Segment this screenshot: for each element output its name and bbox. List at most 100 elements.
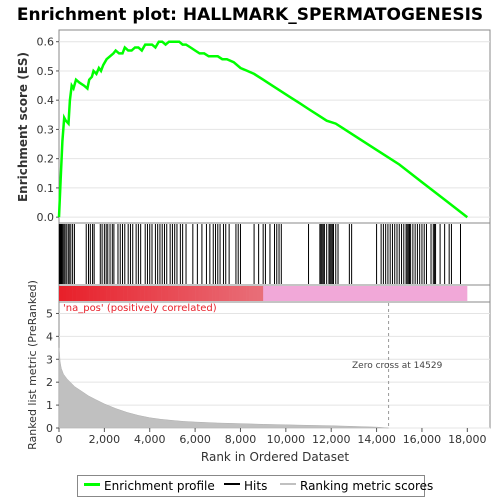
x-tick-label: 4,000: [134, 433, 166, 446]
metric-y-tick-label: 2: [46, 376, 53, 389]
color-bar-segment-positive: [157, 286, 162, 301]
metric-y-tick-label: 5: [46, 307, 53, 320]
color-bar-segment-positive: [229, 286, 233, 301]
color-bar-segment-positive: [225, 286, 230, 301]
color-bar-segment-positive: [195, 286, 199, 301]
rank-color-bar: [59, 286, 468, 301]
es-panel-frame: [58, 29, 491, 224]
color-bar-segment-positive: [137, 286, 141, 301]
color-bar-segment-positive: [218, 286, 223, 301]
x-tick-label: 2,000: [89, 433, 121, 446]
color-bar-segment-positive: [178, 286, 182, 301]
es-y-tick-label: 0.3: [37, 123, 55, 136]
color-bar-segment-positive: [171, 286, 175, 301]
color-bar-segment-positive: [161, 286, 165, 301]
metric-y-tick-label: 3: [46, 353, 53, 366]
color-bar-segment-positive: [113, 286, 118, 301]
x-tick-label: 14,000: [357, 433, 396, 446]
color-bar-segment-positive: [89, 286, 94, 301]
color-bar-segment-positive: [188, 286, 193, 301]
color-bar-segment-positive: [86, 286, 90, 301]
metric-y-tick-label: 0: [46, 422, 53, 435]
color-bar-segment-positive: [150, 286, 155, 301]
es-y-tick-label: 0.1: [37, 182, 55, 195]
x-tick-label: 8,000: [225, 433, 257, 446]
hits-strip: [58, 224, 462, 284]
positive-correlation-label: 'na_pos' (positively correlated): [63, 303, 217, 314]
color-bar-segment-positive: [120, 286, 124, 301]
color-bar-segment-positive: [259, 286, 264, 301]
metric-x-ticks: 0 2,000 4,000 6,000 8,000 10,000 12,000 14,000 1…: [56, 428, 487, 446]
metric-panel-frame: [58, 301, 491, 429]
color-bar-segment-positive: [62, 286, 67, 301]
x-tick-label: 6,000: [179, 433, 211, 446]
chart-title: Enrichment plot: HALLMARK_SPERMATOGENESI…: [17, 5, 483, 25]
x-tick-label: 10,000: [267, 433, 306, 446]
es-y-tick-label: 0.5: [37, 65, 55, 78]
color-bar-segment-positive: [79, 286, 84, 301]
color-bar-segment-positive: [123, 286, 128, 301]
color-bar-segment-positive: [174, 286, 179, 301]
metric-y-ticks: 0 1 2 3 4 5: [46, 307, 59, 435]
color-bar-segment-positive: [110, 286, 114, 301]
x-tick-label: 16,000: [403, 433, 442, 446]
legend-enrichment-swatch: [84, 483, 100, 486]
color-bar-segment-positive: [239, 286, 244, 301]
color-bar-segment-positive: [198, 286, 203, 301]
color-bar-segment-positive: [167, 286, 172, 301]
color-bar-segment-positive: [59, 286, 63, 301]
color-bar-segment-positive: [246, 286, 250, 301]
color-bar-segment-positive: [242, 286, 247, 301]
enrichment-profile-line: [57, 40, 469, 219]
color-bar-segment-positive: [82, 286, 87, 301]
color-bar-segment-positive: [208, 286, 213, 301]
color-bar-segment-positive: [205, 286, 210, 301]
color-bar-segment-negative: [263, 286, 468, 301]
color-bar-segment-positive: [69, 286, 73, 301]
color-bar-segment-positive: [252, 286, 257, 301]
color-bar-segment-positive: [93, 286, 97, 301]
x-tick-label: 18,000: [448, 433, 487, 446]
color-bar-segment-positive: [184, 286, 189, 301]
legend-hits-label: Hits: [244, 479, 268, 493]
metric-y-tick-label: 1: [46, 399, 53, 412]
color-bar-segment-positive: [76, 286, 80, 301]
es-y-tick-label: 0.0: [37, 211, 55, 224]
color-bar-segment-positive: [72, 286, 77, 301]
es-y-tick-label: 0.6: [37, 36, 55, 49]
color-bar-segment-positive: [147, 286, 152, 301]
legend-hits-swatch: [224, 483, 240, 485]
es-y-tick-label: 0.2: [37, 153, 55, 166]
color-bar-segment-positive: [140, 286, 145, 301]
color-bar-segment-positive: [99, 286, 104, 301]
color-bar-segment-positive: [164, 286, 169, 301]
zero-cross-label: Zero cross at 14529: [352, 361, 443, 371]
color-bar-segment-positive: [116, 286, 121, 301]
color-bar-segment-positive: [232, 286, 237, 301]
color-bar-segment-positive: [212, 286, 216, 301]
color-bar-segment-positive: [256, 286, 261, 301]
color-bar-segment-positive: [222, 286, 227, 301]
legend-enrichment-label: Enrichment profile: [104, 479, 215, 493]
color-bar-segment-positive: [96, 286, 101, 301]
legend-metric-label: Ranking metric scores: [300, 479, 434, 493]
x-tick-label: 12,000: [312, 433, 351, 446]
x-tick-label: 0: [56, 433, 63, 446]
color-bar-segment-positive: [106, 286, 111, 301]
color-bar-segment-positive: [181, 286, 186, 301]
color-bar-segment-positive: [249, 286, 254, 301]
es-grid: [59, 41, 490, 218]
legend-metric-swatch: [280, 483, 296, 485]
ranking-metric-area: [58, 347, 389, 429]
color-bar-segment-positive: [127, 286, 131, 301]
color-bar-segment-positive: [215, 286, 220, 301]
x-axis-label: Rank in Ordered Dataset: [201, 450, 349, 464]
es-y-tick-label: 0.4: [37, 94, 55, 107]
color-bar-segment-positive: [133, 286, 138, 301]
color-bar-segment-positive: [103, 286, 107, 301]
color-bar-segment-positive: [191, 286, 196, 301]
metric-y-tick-label: 4: [46, 330, 53, 343]
metric-y-axis-label: Ranked list metric (PreRanked): [26, 280, 39, 450]
color-bar-segment-positive: [154, 286, 158, 301]
